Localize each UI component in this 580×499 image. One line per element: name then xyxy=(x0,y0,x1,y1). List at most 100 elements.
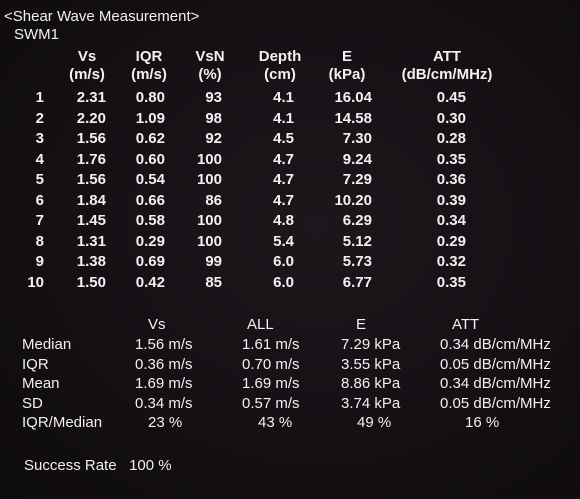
cell-depth: 4.7 xyxy=(273,171,294,188)
screen-title: <Shear Wave Measurement> xyxy=(4,8,200,25)
cell-e: 14.58 xyxy=(334,109,372,127)
measurement-set-label: SWM1 xyxy=(14,26,59,43)
summary-value-e: 49 % xyxy=(357,414,392,431)
col-header-unit: (dB/cm/MHz) xyxy=(401,66,493,83)
cell-vs: 1.38 xyxy=(76,253,106,270)
row-number: 5 xyxy=(35,171,44,188)
cell-depth: 6.0 xyxy=(273,253,294,270)
cell-iqr: 0.54 xyxy=(135,171,165,188)
cell-vs: 1.31 xyxy=(76,232,106,250)
cell-att: 0.36 xyxy=(436,171,466,188)
cell-vs: 1.45 xyxy=(76,212,106,229)
cell-iqr: 0.62 xyxy=(135,130,165,147)
col-header-att: ATT (dB/cm/MHz) xyxy=(387,48,507,84)
summary-value-att: 0.05 dB/cm/MHz xyxy=(440,355,551,373)
cell-e: 7.29 xyxy=(342,171,372,188)
cell-iqr: 0.69 xyxy=(135,253,165,270)
cell-vsn: 86 xyxy=(205,191,222,209)
cell-att: 0.32 xyxy=(436,253,466,270)
row-number: 2 xyxy=(35,109,44,127)
cell-vsn: 100 xyxy=(196,150,222,168)
summary-value-e: 8.86 kPa xyxy=(341,375,401,392)
cell-att: 0.45 xyxy=(436,89,466,106)
cell-depth: 4.7 xyxy=(273,150,294,168)
cell-vsn: 99 xyxy=(205,253,222,270)
summary-value-vs: 0.36 m/s xyxy=(135,355,193,373)
row-number: 10 xyxy=(27,273,44,291)
cell-vs: 1.56 xyxy=(76,130,106,147)
cell-att: 0.29 xyxy=(436,232,466,250)
row-number: 4 xyxy=(35,150,44,168)
col-header-name: VsN xyxy=(195,48,225,65)
cell-vs: 1.84 xyxy=(76,191,106,209)
cell-att: 0.39 xyxy=(436,191,466,209)
col-header-name: Depth xyxy=(258,48,302,65)
cell-vsn: 98 xyxy=(205,109,222,127)
summary-value-all: 43 % xyxy=(258,414,293,431)
cell-depth: 4.7 xyxy=(273,191,294,209)
summary-value-e: 3.74 kPa xyxy=(341,394,401,412)
summary-value-att: 16 % xyxy=(465,414,500,431)
cell-e: 7.30 xyxy=(342,130,372,147)
col-header-unit: (kPa) xyxy=(328,66,366,83)
cell-att: 0.34 xyxy=(436,212,466,229)
cell-iqr: 0.42 xyxy=(135,273,165,291)
cell-e: 5.12 xyxy=(342,232,372,250)
summary-row-label: Mean xyxy=(22,375,60,392)
cell-vsn: 93 xyxy=(205,89,222,106)
cell-depth: 4.1 xyxy=(273,109,294,127)
cell-att: 0.35 xyxy=(436,273,466,291)
summary-row-label: IQR/Median xyxy=(22,414,103,431)
summary-value-all: 1.61 m/s xyxy=(242,336,300,353)
summary-value-att: 0.34 dB/cm/MHz xyxy=(440,375,551,392)
cell-e: 6.29 xyxy=(342,212,372,229)
cell-vs: 2.20 xyxy=(76,109,106,127)
col-header-unit: (cm) xyxy=(264,66,296,83)
cell-vsn: 92 xyxy=(205,130,222,147)
summary-value-all: 0.70 m/s xyxy=(242,355,300,373)
summary-value-all: 1.69 m/s xyxy=(242,375,300,392)
row-number: 7 xyxy=(35,212,44,229)
cell-iqr: 0.29 xyxy=(135,232,165,250)
cell-depth: 4.5 xyxy=(273,130,294,147)
summary-header-all: ALL xyxy=(247,316,274,333)
col-header-e: E (kPa) xyxy=(287,48,407,84)
summary-value-vs: 1.69 m/s xyxy=(135,375,193,392)
cell-vsn: 85 xyxy=(205,273,222,291)
row-number: 9 xyxy=(35,253,44,270)
cell-vs: 1.56 xyxy=(76,171,106,188)
cell-e: 16.04 xyxy=(334,89,372,106)
cell-depth: 4.8 xyxy=(273,212,294,229)
summary-row-label: SD xyxy=(22,394,43,412)
summary-header-att: ATT xyxy=(452,316,480,333)
summary-value-att: 0.34 dB/cm/MHz xyxy=(440,336,551,353)
cell-iqr: 0.66 xyxy=(135,191,165,209)
cell-depth: 4.1 xyxy=(273,89,294,106)
cell-att: 0.28 xyxy=(436,130,466,147)
row-number: 1 xyxy=(35,89,44,106)
summary-row-label: IQR xyxy=(22,355,49,373)
cell-iqr: 0.60 xyxy=(135,150,165,168)
col-header-vsn: VsN (%) xyxy=(150,48,270,84)
col-header-unit: (%) xyxy=(198,66,222,83)
row-number: 3 xyxy=(35,130,44,147)
summary-value-all: 0.57 m/s xyxy=(242,394,300,412)
cell-iqr: 1.09 xyxy=(135,109,165,127)
summary-value-e: 3.55 kPa xyxy=(341,355,401,373)
summary-value-e: 7.29 kPa xyxy=(341,336,401,353)
cell-att: 0.30 xyxy=(436,109,466,127)
col-header-unit: (m/s) xyxy=(131,66,167,83)
cell-e: 5.73 xyxy=(342,253,372,270)
cell-depth: 5.4 xyxy=(273,232,294,250)
cell-iqr: 0.80 xyxy=(135,89,165,106)
cell-e: 6.77 xyxy=(342,273,372,291)
cell-vsn: 100 xyxy=(196,212,222,229)
cell-depth: 6.0 xyxy=(273,273,294,291)
col-header-name: ATT xyxy=(432,48,462,65)
col-header-name: IQR xyxy=(135,48,163,65)
cell-vs: 1.50 xyxy=(76,273,106,291)
success-rate: Success Rate 100 % xyxy=(24,457,172,474)
row-number: 6 xyxy=(35,191,44,209)
col-header-depth: Depth (cm) xyxy=(220,48,340,84)
